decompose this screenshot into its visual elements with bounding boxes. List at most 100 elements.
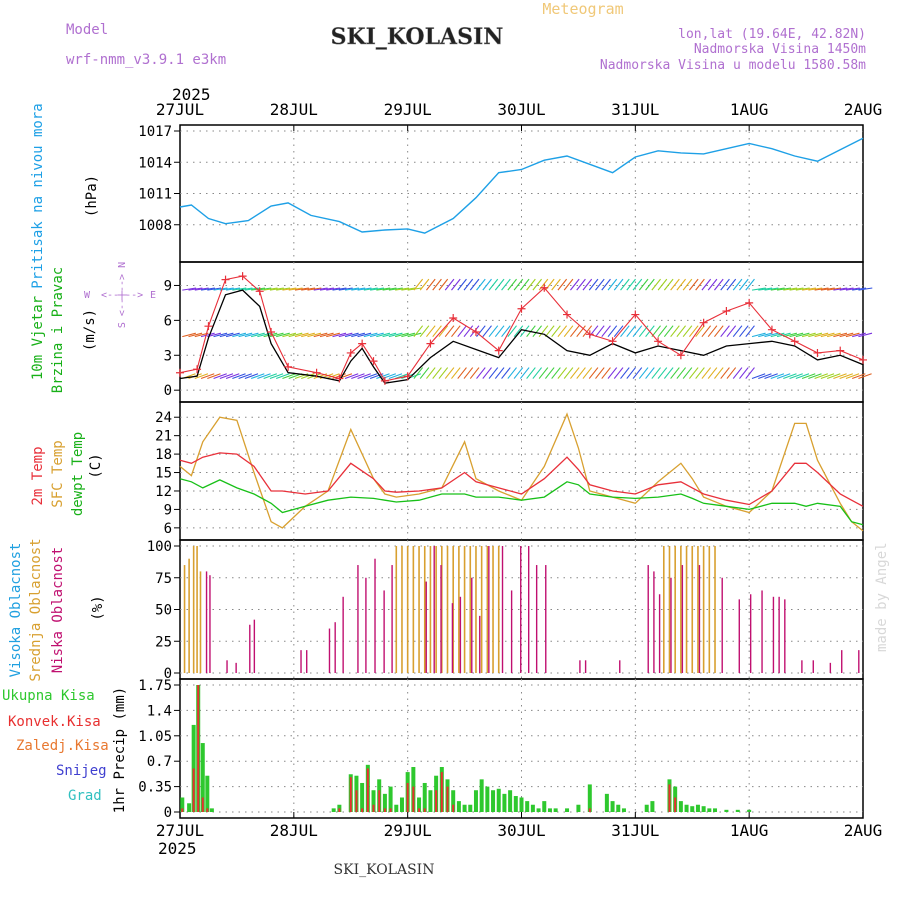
wind-arrow [751, 373, 766, 380]
wind-arrow [250, 373, 265, 380]
wind-arrow [789, 287, 804, 291]
wind-arrow [839, 373, 854, 380]
y-tick-label: 0 [164, 666, 172, 682]
wind-arrow [651, 278, 661, 291]
wind-arrow [313, 332, 328, 338]
wind-arrow [814, 373, 828, 380]
wind-arrow [645, 278, 655, 291]
wind-arrow [695, 325, 705, 337]
wind-arrow [326, 287, 341, 291]
wind-name1-label: 10m Vjetar [30, 296, 46, 380]
wind-arrow [232, 373, 246, 380]
wind-arrow [601, 278, 611, 291]
wind-gust-marker [176, 368, 184, 377]
wind-arrow [451, 325, 461, 337]
wind-arrow [219, 373, 234, 380]
wind-arrow [852, 287, 867, 291]
wind-arrow [351, 332, 366, 338]
wind-arrow [419, 325, 430, 337]
wind-arrow [701, 278, 712, 291]
wind-arrow [682, 325, 693, 337]
wind-gust-marker [346, 348, 355, 357]
wind-arrow [626, 325, 636, 337]
precip-conv-bar [588, 808, 591, 812]
wind-arrow [758, 373, 772, 380]
precip-total-bar [456, 801, 461, 812]
wind-arrow [494, 278, 505, 291]
precip-total-bar [428, 790, 433, 812]
wind-arrow [563, 367, 574, 379]
wind-compass-ns: S <--|--> N [117, 262, 128, 328]
wind-arrow [845, 373, 860, 380]
wind-arrow [688, 278, 699, 291]
wind-arrow [188, 287, 203, 291]
wind-arrow [213, 332, 228, 338]
wind-arrow [745, 367, 755, 379]
wind-arrow [588, 367, 599, 379]
wind-arrow [200, 332, 215, 338]
y-tick-label: 50 [155, 603, 172, 619]
wind-arrow [301, 332, 315, 338]
wind-arrow [858, 287, 873, 291]
wind-arrow [244, 332, 259, 338]
precip-conv-bar [181, 808, 184, 812]
wind-arrow [626, 278, 636, 291]
precip-conv-bar [452, 804, 455, 812]
wind-arrow [301, 287, 316, 291]
wind-arrow [388, 287, 403, 291]
wind-arrow [344, 332, 359, 338]
x-tick-label-bottom: 28JUL [270, 821, 318, 840]
y-tick-label: 75 [155, 571, 172, 587]
precip-total-bar [610, 801, 615, 812]
wind-arrow [676, 325, 687, 337]
wind-gust-marker [369, 357, 378, 366]
wind-arrow [826, 373, 841, 380]
wind-arrow [607, 367, 618, 379]
precip-conv-bar [440, 772, 443, 812]
wind-arrow [576, 325, 586, 337]
precip-total-bar [417, 797, 422, 812]
wind-arrow [707, 278, 718, 291]
wind-arrow [827, 332, 841, 338]
pressure-line [179, 137, 864, 234]
wind-arrow [814, 287, 829, 291]
wind-arrow [563, 278, 574, 291]
wind-arrow [338, 332, 353, 338]
wind-arrow [707, 367, 718, 379]
wind-arrow [688, 325, 699, 337]
wind-arrow [808, 332, 823, 338]
cloud-unit-label: (%) [90, 595, 106, 620]
model-name: wrf-nmm_v3.9.1 e3km [66, 52, 226, 68]
wind-arrow [282, 287, 297, 291]
wind-arrow [663, 278, 674, 291]
wind-arrow [207, 287, 222, 291]
wind-arrow [388, 373, 403, 380]
wind-arrow [194, 287, 209, 291]
wind-gust-marker [380, 376, 389, 385]
wind-arrow [720, 325, 730, 337]
wind-arrow [776, 287, 791, 291]
wind-arrow [451, 278, 461, 291]
precip-total-bar [508, 790, 513, 812]
wind-arrow [319, 332, 334, 338]
wind-arrow [263, 373, 278, 380]
precip-conv-bar [206, 808, 209, 812]
wind-arrow [601, 325, 611, 337]
x-tick-label-bottom: 31JUL [611, 821, 659, 840]
wind-arrow [582, 278, 593, 291]
wind-arrow [395, 287, 410, 291]
dewpoint-line [179, 478, 864, 526]
precip-conv-bar [383, 808, 386, 812]
wind-gust-marker [358, 339, 367, 348]
wind-arrow [764, 373, 778, 380]
wind-gust-marker [608, 337, 617, 346]
y-tick-label: 0 [164, 383, 172, 399]
precip-total-bar [547, 808, 552, 812]
precip-conv-bar [372, 804, 375, 812]
wind-arrow [213, 287, 228, 291]
precip-total-bar [684, 804, 689, 812]
wind-gust-marker [449, 314, 458, 323]
wind-arrow [501, 367, 511, 379]
wind-arrow [332, 287, 347, 291]
